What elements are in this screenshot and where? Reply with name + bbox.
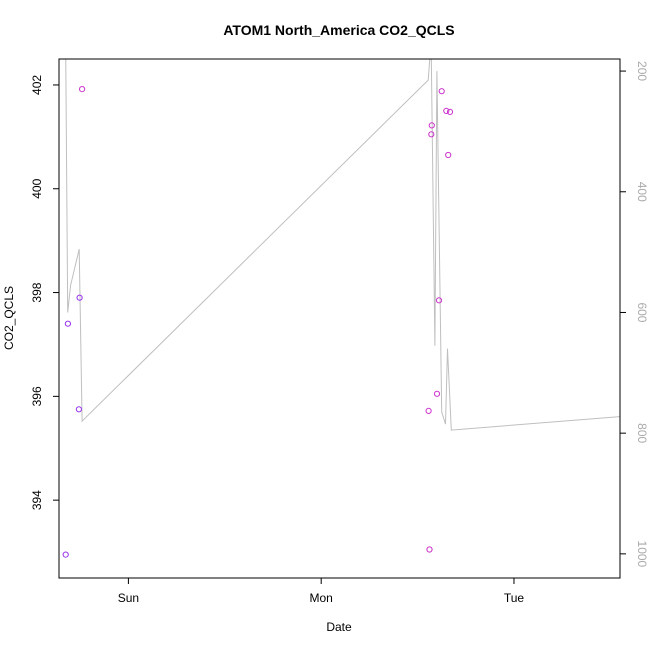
x-tick-label: Tue	[504, 591, 525, 605]
x-tick-label: Mon	[310, 591, 333, 605]
x-axis: Sun Mon Tue	[118, 578, 525, 605]
chart-title: ATOM1 North_America CO2_QCLS	[223, 22, 454, 38]
data-point	[426, 546, 433, 553]
data-point	[428, 122, 435, 129]
y-tick-label: 402	[30, 75, 44, 95]
plot-area	[62, 59, 620, 558]
data-point	[433, 390, 441, 397]
data-point	[76, 294, 83, 301]
y2-tick-label: 800	[635, 423, 649, 443]
y-axis-right: 200 400 600 800 1000	[620, 61, 649, 568]
data-point	[435, 297, 443, 304]
x-tick-label: Sun	[118, 591, 139, 605]
x-axis-title: Date	[326, 620, 352, 634]
series-line	[65, 59, 620, 431]
y-tick-label: 400	[30, 178, 44, 198]
data-point	[446, 108, 454, 116]
data-point	[443, 107, 450, 115]
plot-frame	[58, 58, 621, 579]
data-point	[75, 406, 83, 413]
data-point	[438, 88, 445, 95]
data-point	[62, 551, 69, 558]
data-point	[428, 131, 435, 138]
y-axis-title: CO2_QCLS	[2, 286, 16, 350]
y-tick-label: 396	[30, 386, 44, 406]
data-point	[445, 151, 452, 159]
y2-tick-label: 600	[635, 302, 649, 322]
y2-tick-label: 200	[635, 61, 649, 81]
y-axis-left: 394 396 398 400 402	[30, 75, 59, 510]
y2-tick-label: 1000	[635, 541, 649, 568]
data-point	[64, 320, 72, 327]
y-tick-label: 398	[30, 282, 44, 302]
data-point	[425, 407, 432, 414]
y-tick-label: 394	[30, 490, 44, 510]
data-point	[79, 86, 86, 93]
y2-tick-label: 400	[635, 182, 649, 202]
